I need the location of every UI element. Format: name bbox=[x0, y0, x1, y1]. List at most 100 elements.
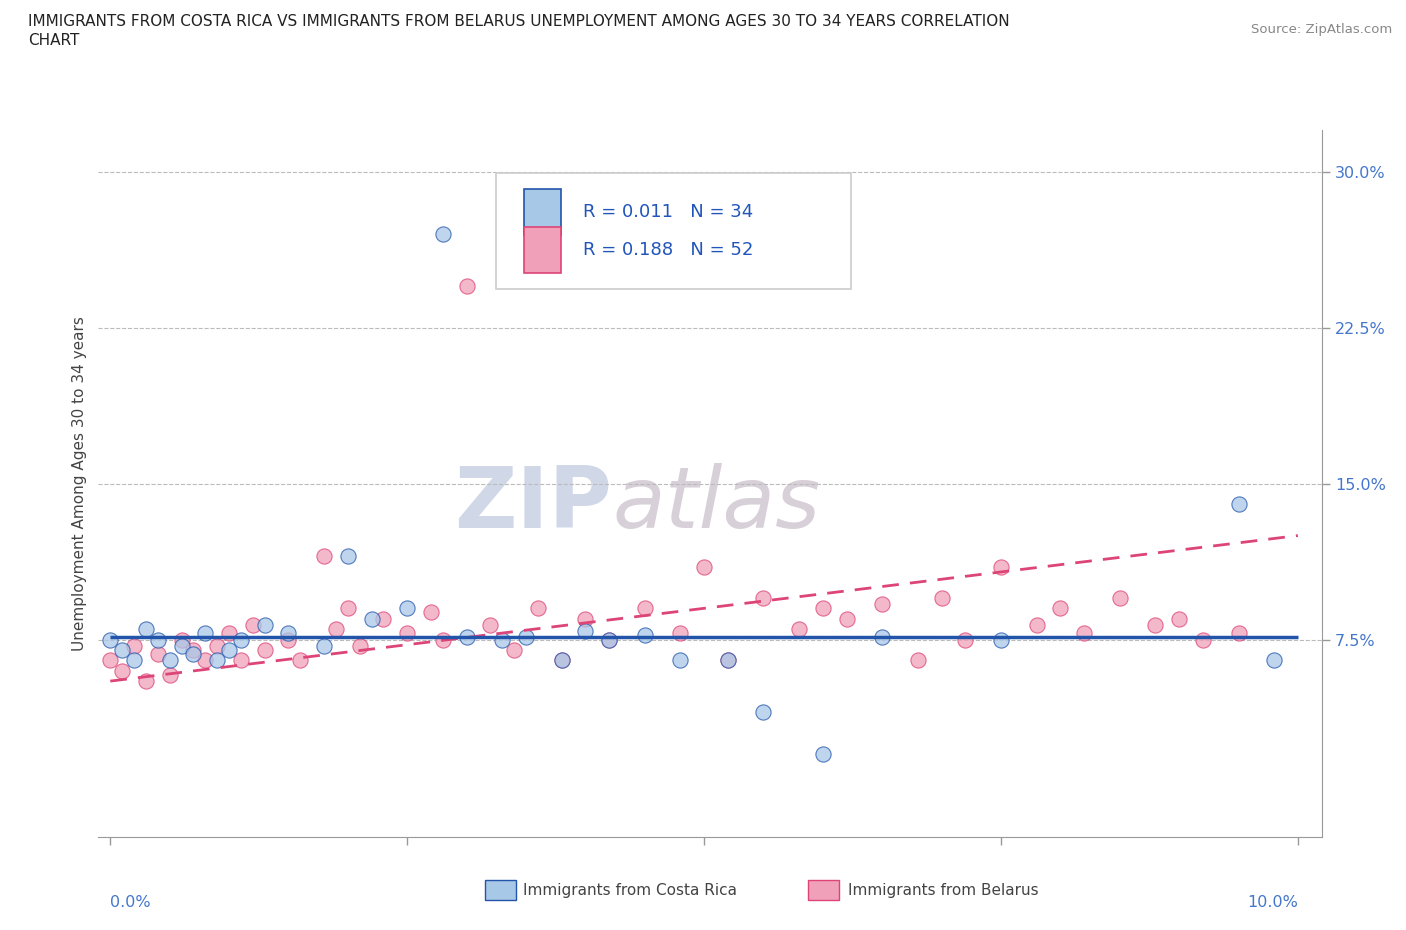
Point bbox=[787, 621, 810, 636]
Point bbox=[527, 601, 550, 616]
Point bbox=[290, 653, 312, 668]
Point bbox=[432, 632, 454, 647]
FancyBboxPatch shape bbox=[496, 173, 851, 289]
Text: IMMIGRANTS FROM COSTA RICA VS IMMIGRANTS FROM BELARUS UNEMPLOYMENT AMONG AGES 30: IMMIGRANTS FROM COSTA RICA VS IMMIGRANTS… bbox=[28, 14, 1010, 29]
Point bbox=[550, 653, 572, 668]
Point bbox=[693, 559, 716, 574]
Point bbox=[1227, 626, 1250, 641]
Point bbox=[432, 227, 454, 242]
Point bbox=[98, 632, 121, 647]
Point bbox=[194, 653, 217, 668]
Point bbox=[669, 626, 692, 641]
Point bbox=[229, 632, 252, 647]
Point bbox=[253, 643, 276, 658]
Point bbox=[170, 632, 193, 647]
Point bbox=[336, 601, 359, 616]
Point bbox=[811, 747, 834, 762]
Point bbox=[456, 630, 478, 644]
Point bbox=[634, 601, 657, 616]
Point bbox=[1263, 653, 1285, 668]
Text: CHART: CHART bbox=[28, 33, 80, 47]
Point bbox=[491, 632, 513, 647]
Point bbox=[159, 668, 181, 683]
Point bbox=[122, 653, 145, 668]
Point bbox=[515, 630, 537, 644]
Point bbox=[312, 549, 335, 564]
Point bbox=[396, 626, 419, 641]
Point bbox=[135, 673, 157, 688]
Text: Source: ZipAtlas.com: Source: ZipAtlas.com bbox=[1251, 23, 1392, 36]
Point bbox=[111, 663, 134, 678]
Y-axis label: Unemployment Among Ages 30 to 34 years: Unemployment Among Ages 30 to 34 years bbox=[72, 316, 87, 651]
Text: ZIP: ZIP bbox=[454, 463, 612, 546]
Point bbox=[135, 621, 157, 636]
Point bbox=[218, 626, 240, 641]
Point bbox=[183, 643, 205, 658]
Point bbox=[205, 653, 228, 668]
Point bbox=[170, 638, 193, 653]
Point bbox=[1192, 632, 1215, 647]
Text: 0.0%: 0.0% bbox=[110, 896, 150, 910]
Point bbox=[373, 611, 395, 626]
Point bbox=[574, 611, 596, 626]
Point bbox=[598, 632, 620, 647]
Point bbox=[811, 601, 834, 616]
Point bbox=[1144, 618, 1167, 632]
Text: R = 0.011   N = 34: R = 0.011 N = 34 bbox=[583, 203, 754, 220]
Point bbox=[990, 559, 1012, 574]
Point bbox=[229, 653, 252, 668]
Point bbox=[870, 630, 893, 644]
Point bbox=[990, 632, 1012, 647]
Text: R = 0.188   N = 52: R = 0.188 N = 52 bbox=[583, 241, 754, 259]
Point bbox=[146, 646, 169, 661]
Point bbox=[159, 653, 181, 668]
Point bbox=[336, 549, 359, 564]
Point bbox=[312, 638, 335, 653]
Point bbox=[420, 605, 443, 620]
Point bbox=[669, 653, 692, 668]
Point bbox=[325, 621, 347, 636]
Point bbox=[598, 632, 620, 647]
Bar bbox=[524, 227, 561, 273]
Point bbox=[146, 632, 169, 647]
Point bbox=[205, 638, 228, 653]
Text: atlas: atlas bbox=[612, 463, 820, 546]
Text: Immigrants from Costa Rica: Immigrants from Costa Rica bbox=[523, 883, 737, 897]
Point bbox=[277, 626, 299, 641]
Point bbox=[550, 653, 572, 668]
Point bbox=[1049, 601, 1071, 616]
Bar bbox=[524, 189, 561, 234]
Point bbox=[1227, 497, 1250, 512]
Point bbox=[1108, 591, 1130, 605]
Point bbox=[98, 653, 121, 668]
Point bbox=[122, 638, 145, 653]
Point bbox=[1025, 618, 1047, 632]
Point bbox=[955, 632, 977, 647]
Point bbox=[277, 632, 299, 647]
Point bbox=[870, 597, 893, 612]
Point bbox=[194, 626, 217, 641]
Point bbox=[396, 601, 419, 616]
Text: 10.0%: 10.0% bbox=[1247, 896, 1298, 910]
Point bbox=[349, 638, 371, 653]
Point bbox=[183, 646, 205, 661]
Point bbox=[360, 611, 382, 626]
Point bbox=[752, 705, 775, 720]
Point bbox=[574, 624, 596, 639]
Point bbox=[752, 591, 775, 605]
Text: Immigrants from Belarus: Immigrants from Belarus bbox=[848, 883, 1039, 897]
Point bbox=[242, 618, 264, 632]
Point bbox=[253, 618, 276, 632]
Point bbox=[111, 643, 134, 658]
Point bbox=[931, 591, 953, 605]
Point bbox=[907, 653, 929, 668]
Point bbox=[717, 653, 740, 668]
Point bbox=[456, 279, 478, 294]
Point bbox=[1073, 626, 1095, 641]
Point bbox=[479, 618, 502, 632]
Point bbox=[503, 643, 526, 658]
Point bbox=[835, 611, 858, 626]
Point bbox=[634, 628, 657, 643]
Point bbox=[1168, 611, 1191, 626]
Point bbox=[218, 643, 240, 658]
